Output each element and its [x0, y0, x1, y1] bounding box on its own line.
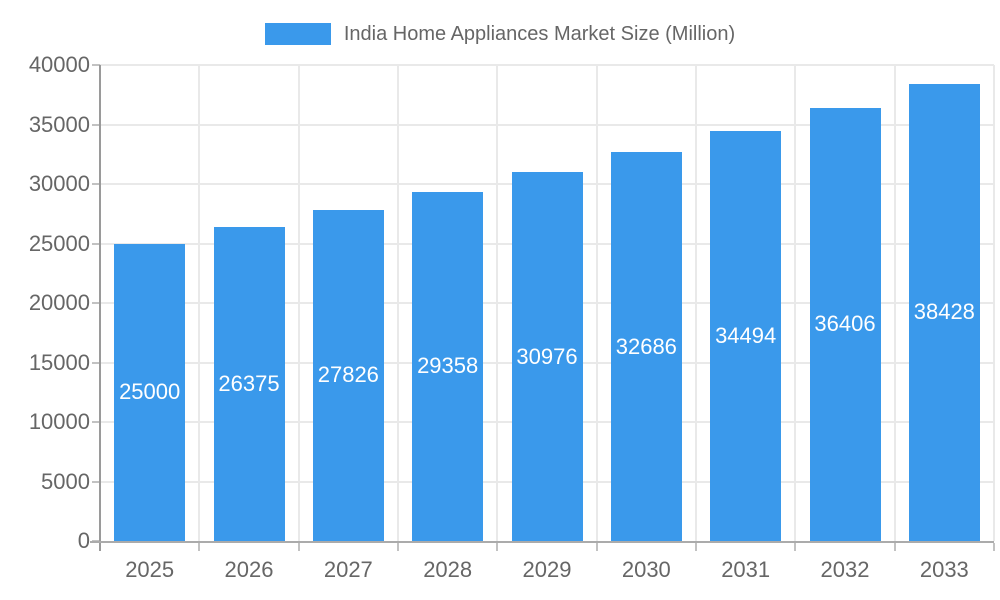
gridline-vertical: [893, 65, 896, 541]
bar-2027[interactable]: 27826: [312, 209, 384, 541]
y-axis-tick: [92, 480, 100, 483]
x-axis-tick: [595, 543, 598, 551]
bar-2028[interactable]: 29358: [412, 191, 484, 541]
bar-value-label: 30976: [516, 343, 578, 369]
x-axis-tick-label: 2030: [621, 557, 671, 582]
bar-value-label: 34494: [715, 322, 777, 348]
plot-area: 25000 26375 27826 29358 30976 32686 34494 36406…: [100, 64, 995, 541]
bar-value-label: 38428: [913, 299, 975, 325]
bar-value-label: 36406: [814, 311, 876, 337]
gridline-vertical: [695, 65, 697, 541]
x-axis-tick-label: 2025: [125, 557, 175, 582]
bar-value-label: 26375: [218, 371, 280, 397]
y-axis-tick-label: 5000: [41, 468, 90, 494]
y-axis-tick-label: 20000: [28, 290, 90, 315]
y-axis-tick: [92, 302, 100, 304]
y-axis-tick-label: 0: [77, 528, 90, 553]
y-axis-tick: [92, 361, 100, 364]
chart-legend[interactable]: India Home Appliances Market Size (Milli…: [0, 23, 1000, 45]
x-axis-tick: [297, 543, 300, 551]
y-axis-tick: [92, 123, 100, 126]
bar-value-label: 29358: [417, 353, 479, 379]
bar-value-label: 27826: [317, 362, 379, 388]
x-axis-tick-label: 2031: [721, 557, 771, 582]
bar-2030[interactable]: 32686: [610, 152, 682, 541]
x-axis-line: [90, 541, 994, 543]
y-axis-tick-label: 25000: [28, 230, 90, 256]
legend-label: India Home Appliances Market Size (Milli…: [343, 23, 736, 45]
y-axis-tick-label: 40000: [28, 52, 90, 77]
x-axis-tick-label: 2026: [224, 557, 274, 582]
gridline-horizontal: [100, 123, 994, 126]
y-axis-tick-label: 30000: [28, 171, 90, 196]
gridline-vertical: [595, 65, 598, 541]
x-axis-tick-label: 2032: [820, 557, 870, 582]
y-axis-tick-label: 35000: [28, 111, 90, 137]
y-axis-tick: [92, 64, 100, 66]
y-axis-tick-label: 10000: [28, 409, 90, 434]
gridline-vertical: [496, 65, 499, 541]
x-axis-tick-label: 2028: [423, 557, 473, 582]
bar-2026[interactable]: 26375: [213, 227, 285, 541]
x-axis-tick-label: 2033: [919, 557, 969, 582]
gridline-vertical: [397, 65, 399, 541]
x-axis-tick: [397, 543, 399, 551]
gridline-vertical: [297, 65, 300, 541]
x-axis-tick: [993, 543, 995, 551]
y-axis-tick: [92, 242, 100, 245]
x-axis-tick: [496, 543, 499, 551]
bar-value-label: 25000: [119, 379, 181, 405]
y-axis-tick: [92, 183, 100, 185]
bar-2033[interactable]: 38428: [908, 83, 980, 541]
y-axis-line: [99, 65, 101, 551]
x-axis-tick: [198, 543, 201, 551]
bar-2025[interactable]: 25000: [114, 243, 186, 541]
legend-swatch: [264, 23, 331, 45]
gridline-vertical: [993, 65, 995, 541]
x-axis-tick-label: 2027: [323, 557, 373, 582]
bar-value-label: 32686: [615, 333, 677, 359]
bar-2029[interactable]: 30976: [511, 172, 583, 541]
gridline-vertical: [198, 65, 201, 541]
bar-2032[interactable]: 36406: [809, 107, 881, 541]
x-axis-tick: [893, 543, 896, 551]
gridline-horizontal: [100, 64, 994, 66]
x-axis-tick: [794, 543, 797, 551]
x-axis-tick-label: 2029: [522, 557, 572, 582]
x-axis-tick: [695, 543, 697, 551]
y-axis-tick: [92, 421, 100, 423]
bar-2031[interactable]: 34494: [710, 130, 782, 541]
y-axis-tick-label: 15000: [28, 349, 90, 375]
gridline-vertical: [794, 65, 797, 541]
